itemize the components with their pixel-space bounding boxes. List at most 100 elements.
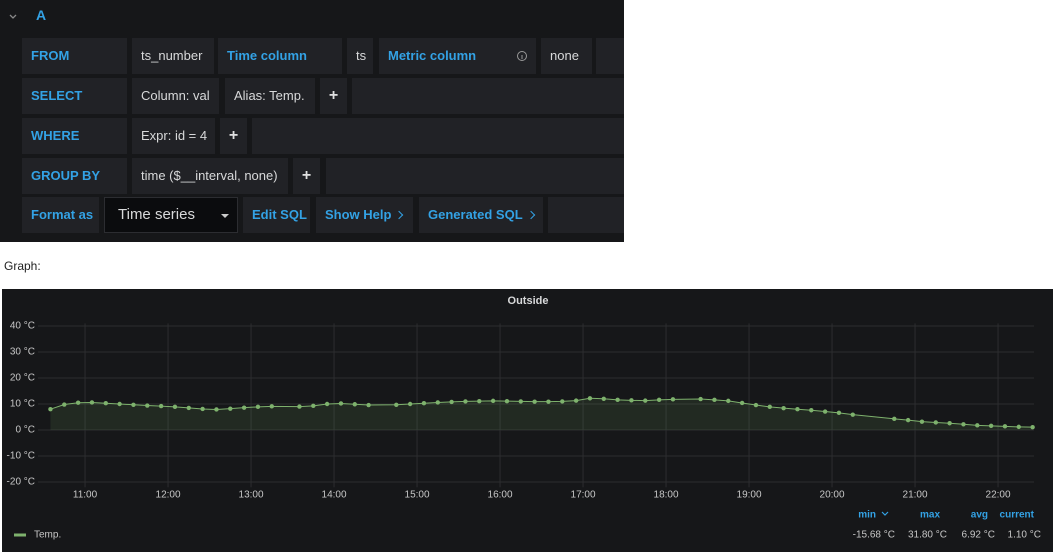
point [988, 423, 994, 429]
area [50, 398, 1033, 430]
point [643, 398, 648, 403]
legend-stat-header: avg [971, 510, 988, 521]
time-column-label: Time column [218, 38, 342, 74]
point [656, 397, 662, 403]
point [753, 402, 759, 408]
point [117, 401, 122, 407]
x-tick-label: 11:00 [73, 490, 98, 501]
point [629, 398, 634, 403]
point [1002, 424, 1008, 429]
graph-panel [2, 289, 1053, 552]
point [975, 423, 980, 428]
metric-column-label: Metric column [379, 38, 536, 74]
x-tick-label: 13:00 [239, 490, 264, 501]
legend-stat-header: current [1000, 510, 1035, 521]
collapse-icon[interactable] [4, 2, 24, 32]
show-help[interactable]: Show Help [316, 197, 413, 233]
add-button[interactable]: + [320, 78, 347, 114]
point [62, 402, 67, 407]
point [269, 404, 274, 409]
point [546, 399, 551, 404]
point [933, 420, 938, 425]
edit-sql[interactable]: Edit SQL [243, 197, 310, 233]
add-button[interactable]: + [220, 118, 247, 154]
select-alias[interactable]: Alias: Temp. [225, 78, 315, 114]
table[interactable]: ts_number [132, 38, 214, 74]
sort-icon [881, 511, 889, 516]
filler [596, 38, 624, 74]
point [518, 399, 523, 404]
show-help-text: Show Help [325, 207, 392, 222]
point [48, 407, 53, 412]
point [905, 417, 911, 423]
from-label: FROM [22, 38, 127, 74]
legend-stat-header: max [920, 510, 940, 521]
point [200, 406, 205, 412]
info-icon[interactable] [516, 50, 528, 62]
point [75, 400, 81, 405]
y-tick-label: -20 °C [7, 477, 35, 488]
point [504, 398, 510, 404]
add-button[interactable]: + [293, 158, 320, 194]
generated-sql[interactable]: Generated SQL [419, 197, 543, 233]
query-editor: A FROM ts_number Time column ts Metric c… [0, 0, 624, 242]
point [366, 402, 371, 408]
point [767, 404, 772, 410]
metric-column[interactable]: none [541, 38, 592, 74]
point [255, 404, 261, 410]
x-tick-label: 12:00 [156, 490, 181, 501]
point [172, 404, 178, 410]
legend-stat-value: -15.68 °C [853, 530, 895, 541]
point [560, 399, 565, 404]
point [795, 407, 800, 412]
where-label: WHERE [22, 118, 127, 154]
group-by-value[interactable]: time ($__interval, none) [132, 158, 288, 194]
point [712, 397, 717, 403]
filler [548, 197, 624, 233]
x-tick-label: 21:00 [903, 490, 928, 501]
point [158, 403, 164, 409]
point [463, 399, 468, 404]
point [407, 401, 413, 407]
legend-stat-value: 6.92 °C [962, 530, 995, 541]
y-tick-label: 0 °C [15, 425, 35, 436]
x-tick-label: 22:00 [986, 490, 1011, 501]
y-tick-label: -10 °C [7, 451, 35, 462]
point [781, 405, 786, 411]
point [89, 400, 95, 405]
filler [252, 118, 624, 154]
point [103, 401, 108, 406]
point [919, 419, 925, 424]
point [477, 398, 482, 404]
point [449, 399, 454, 405]
y-tick-label: 30 °C [10, 347, 35, 358]
dropdown-icon [221, 214, 229, 218]
point [726, 398, 731, 404]
point [947, 421, 952, 426]
where-expr[interactable]: Expr: id = 4 [132, 118, 215, 154]
query-name[interactable]: A [36, 7, 47, 23]
format-select[interactable]: Time series [104, 197, 238, 233]
select-label: SELECT [22, 78, 127, 114]
point [892, 416, 897, 422]
legend-label: Temp. [34, 530, 61, 541]
point [809, 408, 814, 413]
point [587, 396, 593, 401]
point [670, 397, 676, 402]
legend-stat-value: 1.10 °C [1008, 530, 1041, 541]
generated-sql-text: Generated SQL [428, 207, 523, 222]
format-label: Format as [22, 197, 99, 233]
time-column[interactable]: ts [347, 38, 373, 74]
legend-stat-value: 31.80 °C [908, 530, 947, 541]
chart-title: Outside [508, 295, 549, 307]
filler [352, 78, 624, 114]
point [739, 400, 745, 406]
point [961, 422, 966, 427]
select-column[interactable]: Column: val [132, 78, 219, 114]
point [324, 401, 330, 407]
point [601, 396, 606, 401]
point [394, 402, 399, 407]
graph-label: Graph: [4, 259, 41, 273]
